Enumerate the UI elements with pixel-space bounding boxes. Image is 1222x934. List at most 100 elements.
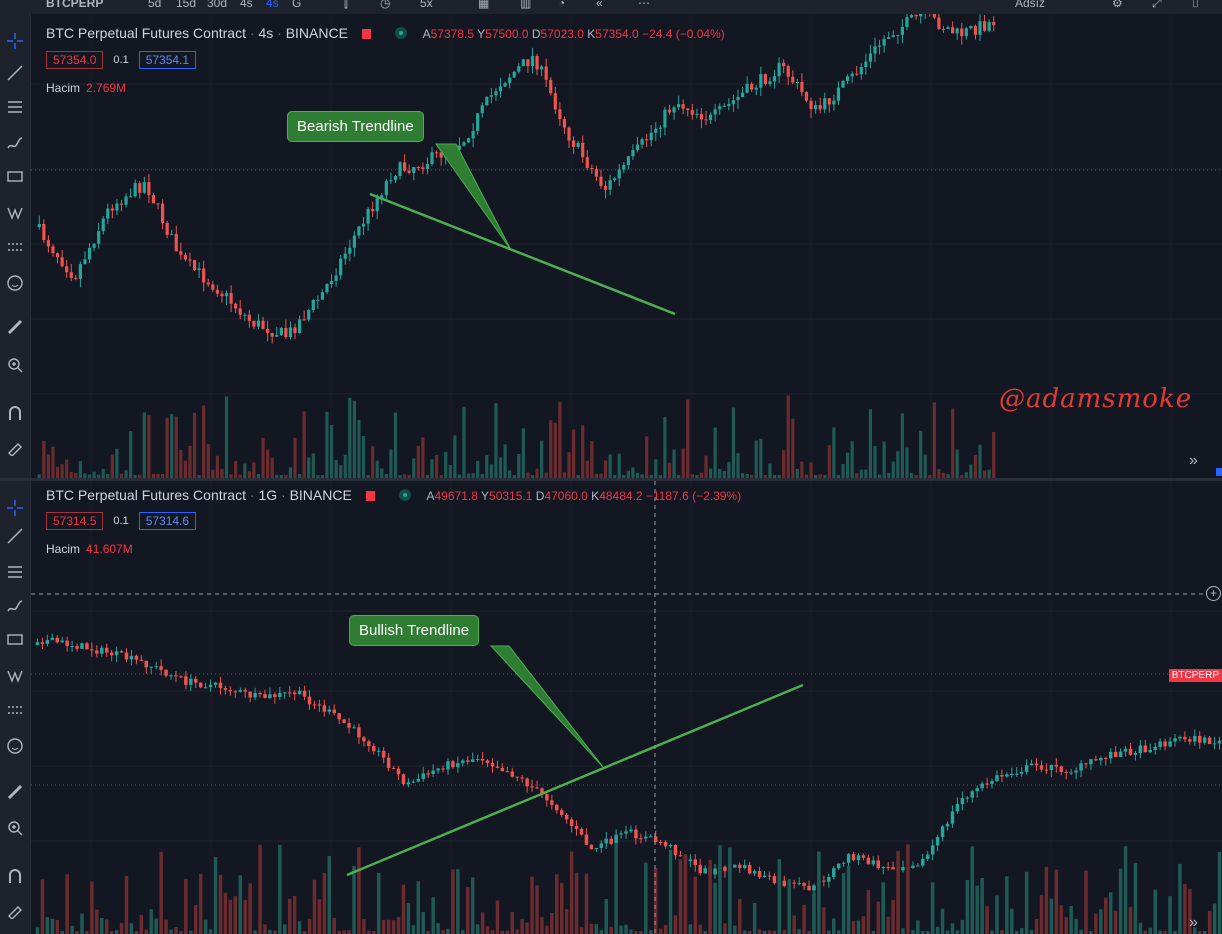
measure-icon[interactable] (0, 236, 30, 258)
volume-bar (189, 930, 193, 934)
pane-divider[interactable] (0, 478, 1222, 481)
volume-bar (876, 901, 880, 934)
crosshair-icon[interactable] (0, 30, 30, 52)
volume-bar (731, 407, 736, 478)
volume-bar (485, 926, 490, 934)
volume-bar (124, 470, 128, 478)
bearish-trendline-callout[interactable]: Bearish Trendline (287, 111, 424, 142)
volume-bar (812, 892, 816, 934)
more-icon[interactable]: ⋯ (638, 0, 650, 10)
candle-body (266, 328, 270, 333)
buy-button[interactable]: 57314.6 (138, 512, 197, 530)
lock-draw-icon[interactable] (0, 436, 30, 458)
trendline-icon[interactable] (0, 525, 30, 547)
volume-bar (471, 473, 475, 478)
volume-bar (203, 919, 208, 934)
volume-bar (558, 401, 562, 478)
fib-icon[interactable] (0, 561, 30, 583)
trendline-icon[interactable] (0, 62, 30, 84)
volume-bar (1153, 889, 1157, 934)
layout-icon[interactable]: ▦ (478, 0, 490, 10)
volume-bar (357, 419, 361, 478)
volume-bar (40, 879, 45, 934)
buy-button[interactable]: 57354.1 (138, 51, 197, 69)
pattern-icon[interactable] (0, 202, 30, 224)
settings-icon[interactable]: ⚙ (1112, 0, 1123, 10)
emoji-icon[interactable] (0, 272, 30, 294)
candlestick-chart-1g[interactable] (31, 481, 1222, 934)
candle-body (995, 775, 999, 782)
volume-bar (243, 899, 247, 934)
ruler-icon[interactable] (0, 781, 30, 803)
volume-bar (786, 395, 790, 478)
volume-bar (921, 930, 925, 934)
zoom-icon[interactable] (0, 354, 30, 376)
alert-icon[interactable]: ◔ (558, 0, 566, 10)
account-name[interactable]: Adsız (1015, 0, 1046, 10)
replay-icon[interactable]: « (596, 0, 603, 10)
volume-bar (569, 851, 574, 934)
volume-bar (846, 865, 851, 934)
ruler-icon[interactable] (0, 316, 30, 338)
candle-body (332, 709, 336, 714)
volume-bar (555, 874, 559, 934)
fullscreen-icon[interactable]: ⤢ (1152, 0, 1162, 10)
magnet-icon[interactable] (0, 865, 30, 887)
volume-bar (653, 867, 658, 934)
undo-count[interactable]: 5x (420, 0, 433, 10)
lock-draw-icon[interactable] (0, 899, 30, 921)
sell-button[interactable]: 57354.0 (46, 51, 104, 69)
text-icon[interactable] (0, 629, 30, 651)
chart-type-icon[interactable]: ⫿ (344, 0, 348, 10)
interval-label[interactable]: 1G (258, 487, 278, 503)
interval-30d[interactable]: 30d (207, 0, 228, 10)
bars-icon[interactable]: ▥ (520, 0, 532, 10)
bullish-trendline-callout[interactable]: Bullish Trendline (349, 615, 480, 646)
brush-icon[interactable] (0, 595, 30, 617)
candle-body (520, 777, 524, 779)
sell-button[interactable]: 57314.5 (46, 512, 104, 530)
interval-4s-active[interactable]: 4s (266, 0, 279, 10)
candle-body (836, 87, 841, 101)
flag-icon[interactable] (361, 29, 371, 39)
screenshot-icon[interactable]: ⌷ (1192, 0, 1200, 10)
add-plus-icon[interactable]: + (1206, 586, 1221, 601)
zoom-icon[interactable] (0, 817, 30, 839)
symbol-search[interactable]: BTCPERP (46, 0, 104, 10)
magnet-icon[interactable] (0, 402, 30, 424)
volume-bar (750, 474, 754, 478)
interval-g[interactable]: G (292, 0, 302, 10)
symbol-title[interactable]: BTC Perpetual Futures Contract (46, 487, 246, 503)
candle-body (644, 836, 648, 839)
volume-bar (814, 474, 818, 478)
fib-icon[interactable] (0, 96, 30, 118)
chart-pane-1g[interactable]: BTC Perpetual Futures Contract · 1G · BI… (31, 481, 1222, 934)
candle-body (1198, 736, 1202, 743)
market-status-icon (394, 27, 407, 39)
candle-body (375, 198, 379, 212)
emoji-icon[interactable] (0, 735, 30, 757)
candle-body (55, 253, 60, 258)
interval-4s[interactable]: 4s (240, 0, 253, 10)
chart-pane-4s[interactable]: BTC Perpetual Futures Contract · 4s · BI… (31, 14, 1222, 478)
text-icon[interactable] (0, 166, 30, 188)
candle-body (868, 53, 873, 62)
candle-body (856, 855, 861, 861)
volume-bar (713, 427, 717, 478)
scroll-to-realtime-button[interactable]: » (1189, 914, 1198, 931)
measure-icon[interactable] (0, 699, 30, 721)
crosshair-icon[interactable] (0, 497, 30, 519)
scroll-to-realtime-button[interactable]: » (1189, 452, 1198, 469)
volume-bar (911, 930, 915, 934)
interval-15d[interactable]: 15d (176, 0, 197, 10)
brush-icon[interactable] (0, 132, 30, 154)
flag-icon[interactable] (365, 491, 375, 501)
symbol-title[interactable]: BTC Perpetual Futures Contract (46, 25, 246, 41)
candle-body (160, 203, 165, 223)
interval-label[interactable]: 4s (258, 25, 274, 41)
interval-5d[interactable]: 5d (148, 0, 162, 10)
indicator-icon[interactable]: ◷ (380, 0, 391, 10)
resize-handle[interactable] (1216, 468, 1222, 476)
candlestick-chart-4s[interactable] (31, 14, 1222, 478)
pattern-icon[interactable] (0, 665, 30, 687)
